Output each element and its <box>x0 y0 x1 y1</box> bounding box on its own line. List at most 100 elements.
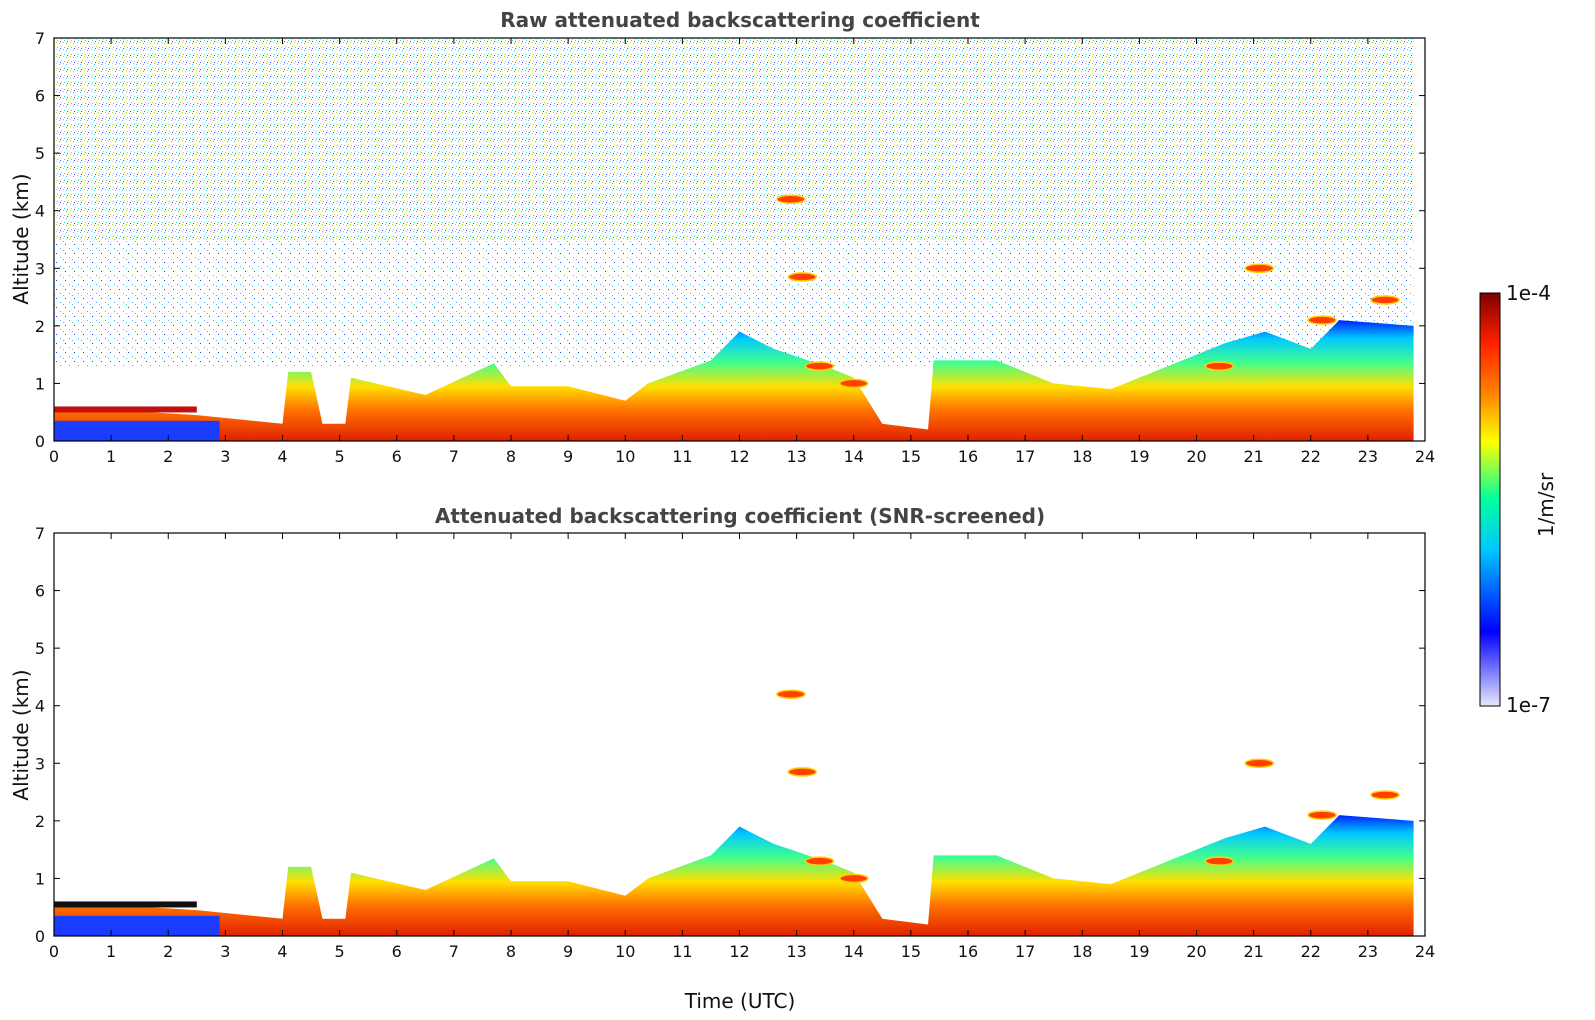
x-tick-label: 9 <box>563 447 573 466</box>
panel-screened: Attenuated backscattering coefficient (S… <box>9 504 1435 1013</box>
y-tick-label: 1 <box>35 374 45 393</box>
x-tick-label: 4 <box>277 942 287 961</box>
x-tick-label: 2 <box>163 942 173 961</box>
x-tick-label: 5 <box>335 942 345 961</box>
x-tick-label: 14 <box>844 942 864 961</box>
colorbar-min-label: 1e-7 <box>1506 693 1551 717</box>
y-tick-label: 1 <box>35 869 45 888</box>
x-tick-label: 1 <box>106 942 116 961</box>
x-tick-label: 10 <box>615 942 635 961</box>
x-tick-label: 11 <box>672 942 692 961</box>
cloud-feature <box>1204 856 1235 866</box>
x-axis-label: Time (UTC) <box>684 989 796 1013</box>
x-tick-label: 13 <box>786 447 806 466</box>
cloud-feature <box>1307 315 1337 325</box>
x-tick-label: 12 <box>729 447 749 466</box>
x-tick-label: 20 <box>1186 447 1206 466</box>
panel-screened-ylabel: Altitude (km) <box>9 669 33 800</box>
x-tick-label: 5 <box>335 447 345 466</box>
x-tick-label: 18 <box>1072 447 1092 466</box>
x-tick-label: 6 <box>392 447 402 466</box>
colorbar: 1e-4 1e-7 1/m/sr <box>1479 281 1558 717</box>
x-tick-label: 21 <box>1243 447 1263 466</box>
x-tick-label: 18 <box>1072 942 1092 961</box>
x-tick-label: 22 <box>1301 942 1321 961</box>
y-tick-label: 4 <box>35 697 45 716</box>
cloud-feature <box>1370 295 1400 305</box>
cloud-feature <box>804 361 835 371</box>
low-cloud-layer <box>54 901 197 908</box>
x-tick-label: 0 <box>49 447 59 466</box>
cloud-feature <box>839 378 869 389</box>
cloud-feature <box>804 856 835 866</box>
y-tick-label: 6 <box>35 87 45 106</box>
y-tick-label: 7 <box>35 29 45 48</box>
cloud-feature <box>839 873 869 884</box>
x-tick-label: 20 <box>1186 942 1206 961</box>
y-tick-label: 5 <box>35 639 45 658</box>
panel-raw-plot-area: 0 1 2 3 4 5 6 7 8 9 10 11 12 13 14 15 16 17 18 19 20 21 22 23 24… <box>35 29 1435 466</box>
panel-raw-title: Raw attenuated backscattering coefficien… <box>500 8 980 32</box>
cloud-feature <box>787 272 818 282</box>
x-tick-label: 7 <box>449 942 459 961</box>
x-tick-label: 19 <box>1129 447 1149 466</box>
x-tick-label: 10 <box>615 447 635 466</box>
cloud-feature <box>1370 790 1400 800</box>
y-tick-label: 0 <box>35 432 45 451</box>
colorbar-max-label: 1e-4 <box>1506 281 1551 305</box>
x-tick-label: 8 <box>506 447 516 466</box>
x-tick-label: 6 <box>392 942 402 961</box>
x-tick-label: 15 <box>901 447 921 466</box>
x-tick-label: 22 <box>1301 447 1321 466</box>
x-tick-label: 2 <box>163 447 173 466</box>
x-tick-label: 7 <box>449 447 459 466</box>
x-tick-label: 9 <box>563 942 573 961</box>
near-surface-band <box>54 420 220 441</box>
x-tick-label: 16 <box>958 942 978 961</box>
x-tick-label: 1 <box>106 447 116 466</box>
panel-raw-ylabel: Altitude (km) <box>9 173 33 304</box>
panel-screened-plot-area: 0 1 2 3 4 5 6 7 8 9 10 11 12 13 14 15 16 17 18 19 20 21 22 23 24… <box>35 524 1435 961</box>
upper-noise-field <box>54 38 1414 240</box>
cloud-feature <box>1307 810 1337 820</box>
x-tick-label: 0 <box>49 942 59 961</box>
x-tick-label: 3 <box>220 942 230 961</box>
x-tick-label: 23 <box>1358 447 1378 466</box>
boundary-layer-signal <box>54 815 1414 936</box>
panel-screened-title: Attenuated backscattering coefficient (S… <box>435 504 1045 528</box>
cloud-feature <box>1244 758 1275 769</box>
x-tick-label: 8 <box>506 942 516 961</box>
y-tick-label: 3 <box>35 259 45 278</box>
x-tick-label: 17 <box>1015 942 1035 961</box>
colorbar-gradient <box>1479 292 1501 707</box>
x-tick-label: 19 <box>1129 942 1149 961</box>
y-tick-label: 2 <box>35 812 45 831</box>
y-tick-label: 3 <box>35 754 45 773</box>
x-tick-label: 23 <box>1358 942 1378 961</box>
near-surface-band <box>54 915 220 936</box>
cloud-feature <box>787 767 818 777</box>
x-tick-label: 21 <box>1243 942 1263 961</box>
boundary-layer-signal <box>54 320 1414 441</box>
panel-raw: Raw attenuated backscattering coefficien… <box>9 8 1435 466</box>
cloud-feature <box>776 194 806 204</box>
y-tick-label: 4 <box>35 202 45 221</box>
x-tick-label: 24 <box>1415 447 1435 466</box>
y-tick-label: 2 <box>35 317 45 336</box>
y-tick-label: 7 <box>35 524 45 543</box>
x-tick-label: 16 <box>958 447 978 466</box>
x-tick-label: 13 <box>786 942 806 961</box>
y-tick-label: 5 <box>35 144 45 163</box>
x-tick-label: 11 <box>672 447 692 466</box>
colorbar-unit-label: 1/m/sr <box>1534 472 1558 537</box>
x-tick-label: 4 <box>277 447 287 466</box>
cloud-feature <box>776 689 806 699</box>
cloud-feature <box>1204 361 1235 371</box>
x-tick-label: 17 <box>1015 447 1035 466</box>
y-tick-label: 6 <box>35 582 45 601</box>
x-tick-label: 12 <box>729 942 749 961</box>
low-cloud-layer <box>54 406 197 413</box>
x-tick-label: 3 <box>220 447 230 466</box>
x-tick-label: 14 <box>844 447 864 466</box>
